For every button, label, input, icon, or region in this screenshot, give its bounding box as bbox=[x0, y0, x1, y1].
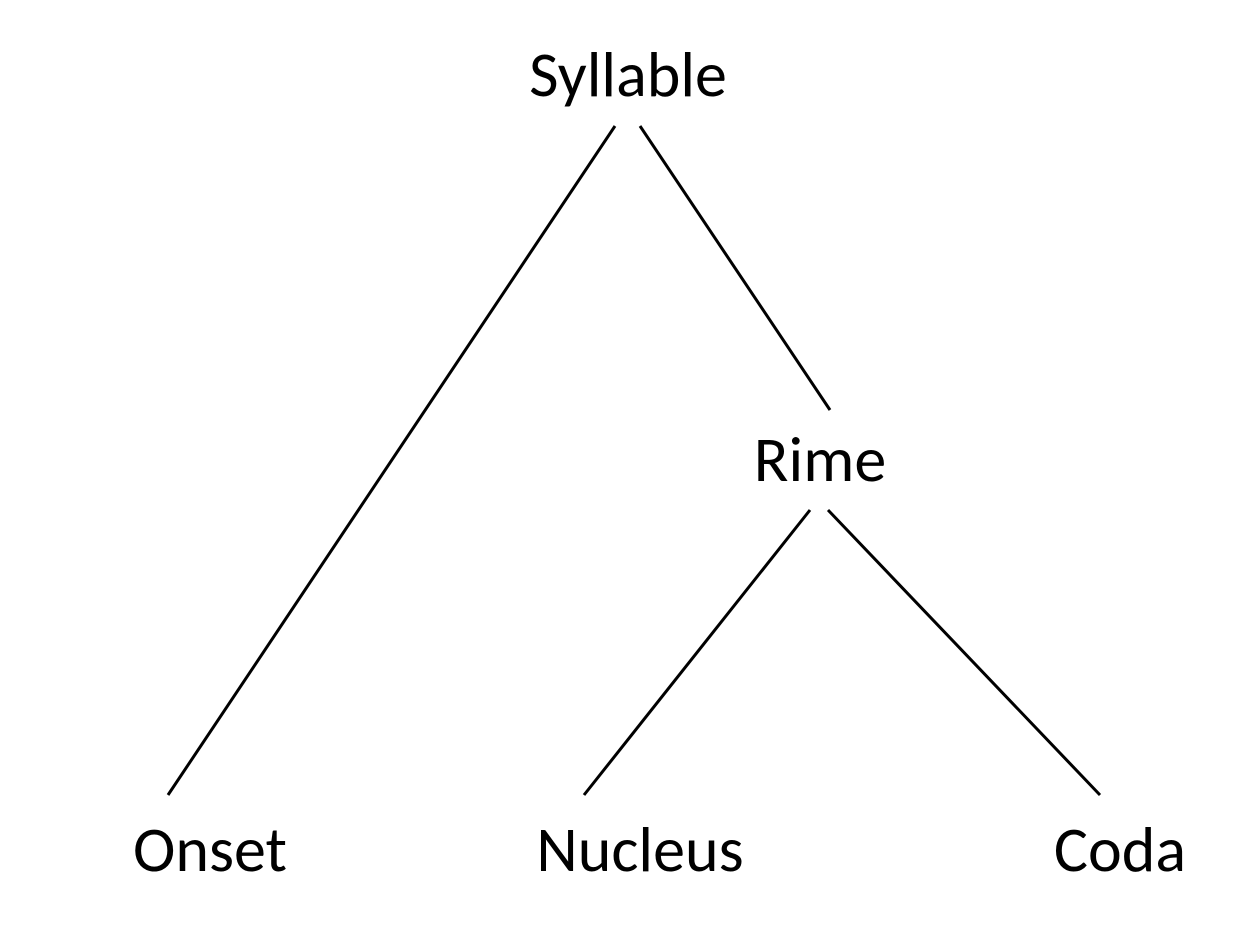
node-nucleus: Nucleus bbox=[536, 811, 743, 889]
edge-syllable-onset bbox=[168, 126, 615, 795]
edge-rime-coda bbox=[828, 510, 1100, 795]
node-syllable: Syllable bbox=[529, 36, 727, 114]
edge-syllable-rime bbox=[640, 126, 830, 410]
tree-edges-svg bbox=[0, 0, 1260, 934]
node-rime: Rime bbox=[754, 421, 886, 499]
node-onset: Onset bbox=[133, 811, 287, 889]
syllable-tree-diagram: Syllable Rime Onset Nucleus Coda bbox=[0, 0, 1260, 934]
node-coda: Coda bbox=[1054, 811, 1186, 889]
edge-rime-nucleus bbox=[584, 510, 810, 795]
